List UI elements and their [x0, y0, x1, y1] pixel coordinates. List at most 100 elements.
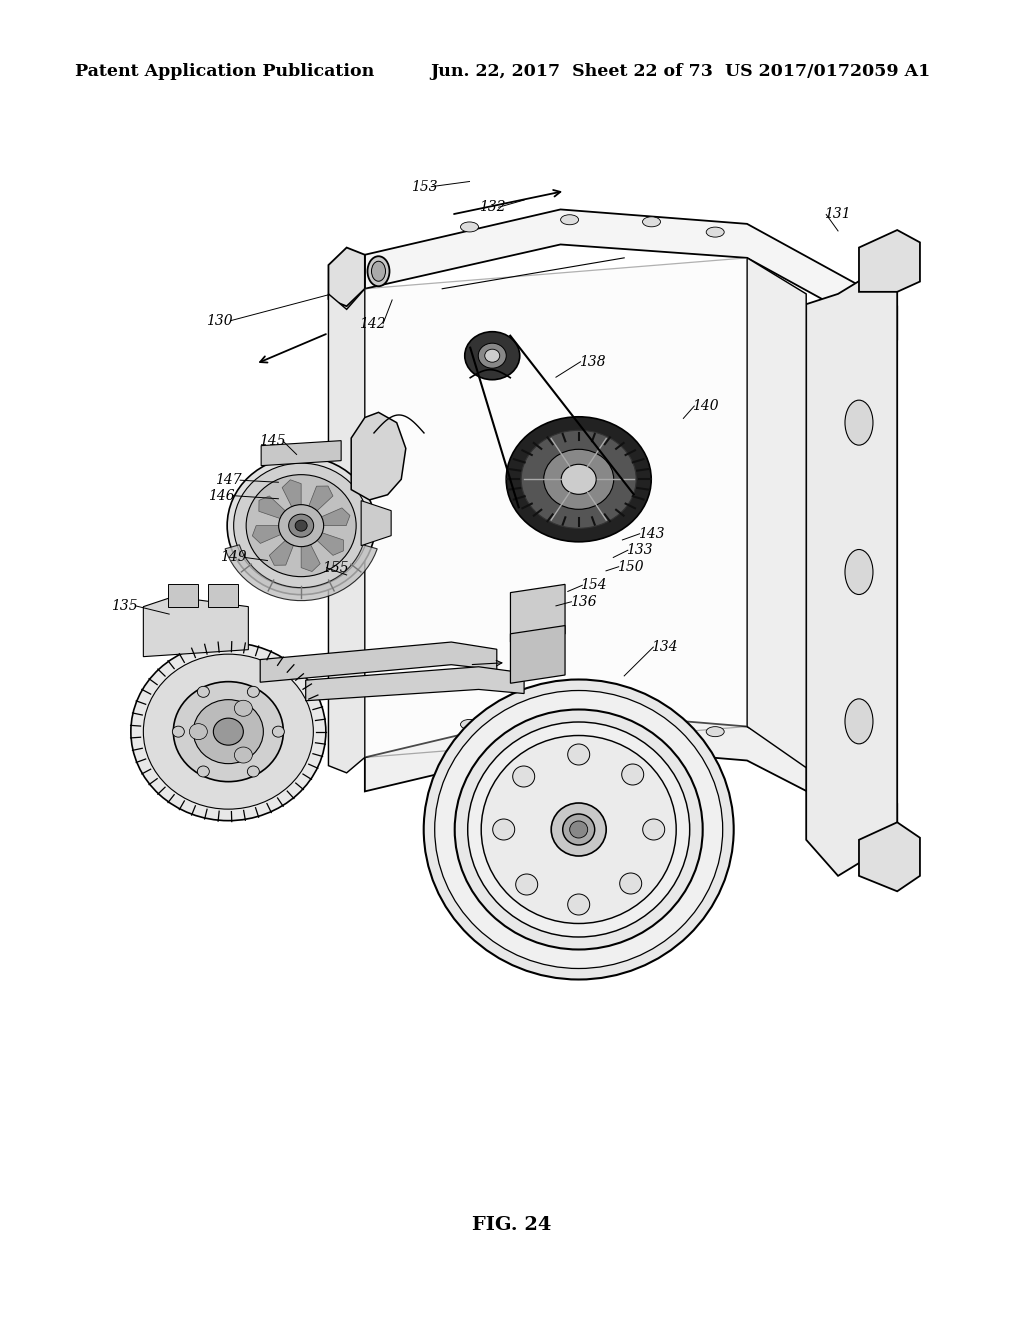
- Text: 130: 130: [206, 314, 232, 327]
- Ellipse shape: [468, 722, 690, 937]
- Polygon shape: [252, 525, 301, 544]
- Ellipse shape: [560, 713, 579, 723]
- Ellipse shape: [845, 400, 873, 445]
- Polygon shape: [269, 525, 301, 565]
- Text: 140: 140: [692, 399, 719, 413]
- Polygon shape: [225, 545, 377, 601]
- Ellipse shape: [516, 874, 538, 895]
- Ellipse shape: [567, 894, 590, 915]
- Text: 134: 134: [651, 640, 678, 653]
- Polygon shape: [329, 289, 365, 772]
- Text: Patent Application Publication: Patent Application Publication: [75, 63, 374, 81]
- Ellipse shape: [561, 465, 596, 494]
- Text: Jun. 22, 2017  Sheet 22 of 73: Jun. 22, 2017 Sheet 22 of 73: [430, 63, 713, 81]
- Ellipse shape: [642, 216, 660, 227]
- Ellipse shape: [289, 515, 313, 537]
- Ellipse shape: [478, 343, 506, 368]
- Polygon shape: [260, 642, 497, 682]
- Ellipse shape: [172, 726, 184, 737]
- Text: 145: 145: [259, 434, 286, 447]
- Ellipse shape: [620, 873, 642, 894]
- Text: 138: 138: [579, 355, 605, 368]
- Ellipse shape: [455, 710, 702, 949]
- Ellipse shape: [560, 215, 579, 224]
- Ellipse shape: [246, 475, 356, 577]
- Polygon shape: [510, 626, 565, 684]
- Ellipse shape: [272, 726, 285, 737]
- Text: FIG. 24: FIG. 24: [472, 1216, 552, 1234]
- Ellipse shape: [435, 690, 723, 969]
- Polygon shape: [301, 525, 343, 556]
- Ellipse shape: [642, 715, 660, 725]
- Polygon shape: [301, 486, 333, 525]
- Polygon shape: [329, 248, 365, 306]
- Ellipse shape: [194, 700, 263, 764]
- Polygon shape: [859, 822, 920, 891]
- Ellipse shape: [279, 504, 324, 546]
- Ellipse shape: [198, 766, 209, 777]
- Polygon shape: [365, 210, 897, 341]
- Ellipse shape: [643, 818, 665, 840]
- Polygon shape: [283, 479, 301, 525]
- Ellipse shape: [372, 261, 385, 281]
- Ellipse shape: [544, 449, 613, 510]
- Polygon shape: [301, 508, 350, 525]
- Ellipse shape: [481, 735, 676, 924]
- Polygon shape: [365, 257, 748, 758]
- Ellipse shape: [707, 726, 724, 737]
- Text: 135: 135: [111, 599, 137, 612]
- Text: 146: 146: [208, 488, 234, 503]
- Polygon shape: [361, 500, 391, 545]
- Ellipse shape: [506, 417, 651, 541]
- Text: US 2017/0172059 A1: US 2017/0172059 A1: [725, 63, 930, 81]
- Ellipse shape: [227, 457, 375, 594]
- Ellipse shape: [521, 430, 636, 528]
- Polygon shape: [259, 496, 301, 525]
- Polygon shape: [510, 585, 565, 642]
- Ellipse shape: [461, 719, 478, 730]
- Ellipse shape: [248, 686, 259, 697]
- Ellipse shape: [424, 680, 734, 979]
- Ellipse shape: [234, 701, 252, 717]
- Polygon shape: [168, 583, 199, 607]
- Text: 136: 136: [569, 595, 596, 609]
- Ellipse shape: [513, 766, 535, 787]
- Text: 154: 154: [581, 578, 607, 593]
- Ellipse shape: [707, 227, 724, 238]
- Ellipse shape: [189, 723, 207, 739]
- Polygon shape: [261, 441, 341, 466]
- Text: 142: 142: [359, 317, 386, 330]
- Ellipse shape: [198, 686, 209, 697]
- Polygon shape: [859, 230, 920, 292]
- Text: 150: 150: [616, 560, 643, 574]
- Polygon shape: [351, 412, 406, 500]
- Text: 155: 155: [323, 561, 349, 574]
- Text: 147: 147: [215, 473, 242, 487]
- Polygon shape: [143, 597, 249, 656]
- Ellipse shape: [569, 821, 588, 838]
- Text: 133: 133: [626, 544, 652, 557]
- Ellipse shape: [295, 520, 307, 531]
- Ellipse shape: [622, 764, 644, 785]
- Ellipse shape: [493, 818, 515, 840]
- Text: 153: 153: [411, 180, 437, 194]
- Polygon shape: [806, 257, 897, 876]
- Ellipse shape: [567, 744, 590, 766]
- Ellipse shape: [845, 698, 873, 744]
- Text: 143: 143: [638, 527, 665, 541]
- Ellipse shape: [143, 655, 313, 809]
- Ellipse shape: [368, 256, 389, 286]
- Polygon shape: [301, 525, 321, 572]
- Ellipse shape: [233, 463, 369, 589]
- Ellipse shape: [484, 350, 500, 362]
- Text: 149: 149: [220, 550, 247, 565]
- Ellipse shape: [248, 766, 259, 777]
- Polygon shape: [208, 583, 239, 607]
- Ellipse shape: [213, 718, 244, 746]
- Ellipse shape: [845, 549, 873, 594]
- Ellipse shape: [234, 747, 252, 763]
- Ellipse shape: [131, 643, 326, 821]
- Ellipse shape: [461, 222, 478, 232]
- Polygon shape: [365, 711, 897, 838]
- Polygon shape: [306, 667, 524, 701]
